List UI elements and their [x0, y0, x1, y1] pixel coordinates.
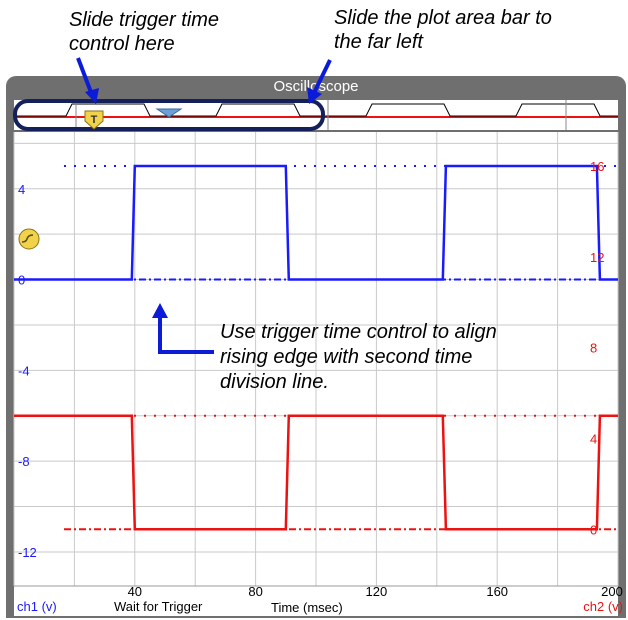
- series-line-1: [14, 164, 618, 281]
- oscilloscope-window: Oscilloscope T 4 0 -4 -8 -12 16 12 8 4 0 40 80 120…: [6, 76, 626, 618]
- trigger-marker-label: T: [91, 114, 98, 126]
- plot-bar-hint-line-2: the far left: [334, 31, 423, 53]
- align-hint-line-3: division line.: [220, 371, 329, 393]
- plot-waveforms: [14, 164, 618, 531]
- plot-area-bar[interactable]: [13, 99, 325, 131]
- y-right-tick-label: 16: [590, 159, 604, 174]
- ch1-offset-control[interactable]: [18, 228, 40, 250]
- y-right-tick-label: 4: [590, 431, 597, 446]
- y-right-tick-label: 8: [590, 341, 597, 356]
- y-right-tick-label: 0: [590, 522, 597, 537]
- y-right-axis-label: ch2 (v): [583, 599, 623, 614]
- x-tick-label: 40: [128, 584, 142, 599]
- overview-strip[interactable]: [14, 100, 618, 130]
- x-tick-label: 120: [366, 584, 388, 599]
- x-axis-label: Time (msec): [271, 600, 343, 615]
- trigger-hint-line-1: Slide trigger time: [69, 9, 220, 31]
- overview-ch1-line: [16, 103, 618, 117]
- align-hint-line-1: Use trigger time control to align: [220, 321, 497, 343]
- plot-bar-hint: Slide the plot area bar to the far left: [334, 6, 552, 54]
- align-hint: Use trigger time control to align rising…: [220, 321, 497, 393]
- overview-waveforms: [16, 100, 618, 130]
- trigger-hint-line-2: control here: [69, 33, 175, 55]
- x-tick-label: 160: [486, 584, 508, 599]
- align-arrow: [158, 316, 214, 354]
- y-left-tick-label: -4: [18, 363, 30, 378]
- align-hint-line-2: rising edge with second time: [220, 346, 472, 368]
- y-left-tick-label: 4: [18, 182, 25, 197]
- series-line-2: [14, 414, 618, 531]
- x-tick-label: 80: [248, 584, 262, 599]
- trigger-hint: Slide trigger time control here: [69, 8, 219, 56]
- plot-bar-hint-line-1: Slide the plot area bar to: [334, 7, 552, 29]
- y-right-tick-label: 12: [590, 250, 604, 265]
- y-left-tick-label: 0: [18, 273, 25, 288]
- x-tick-label: 200: [601, 584, 623, 599]
- wave-icon: [21, 234, 34, 243]
- status-text: Wait for Trigger: [114, 599, 203, 614]
- y-left-tick-label: -12: [18, 545, 37, 560]
- align-arrow-head-icon: [152, 303, 168, 318]
- trigger-time-control[interactable]: T: [84, 110, 104, 130]
- y-left-tick-label: -8: [18, 454, 30, 469]
- y-left-axis-label: ch1 (v): [17, 599, 57, 614]
- plot-area-marker-icon[interactable]: [155, 108, 183, 118]
